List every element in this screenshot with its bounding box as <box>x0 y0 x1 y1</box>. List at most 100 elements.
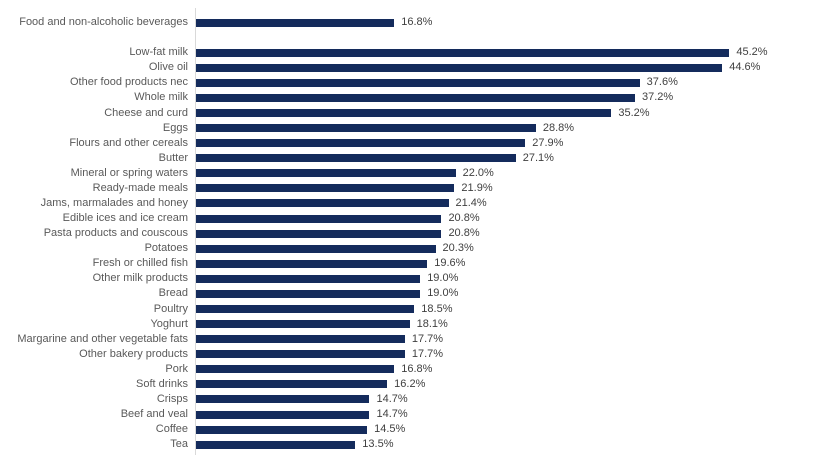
row-plot-area: 14.7% <box>196 392 834 407</box>
row-plot-area: 45.2% <box>196 45 834 60</box>
chart-row: Yoghurt 18.1% <box>0 317 834 332</box>
category-label: Pork <box>165 362 188 375</box>
category-label: Fresh or chilled fish <box>92 257 188 270</box>
row-plot-area: 16.8% <box>196 362 834 377</box>
value-label: 14.7% <box>376 392 408 405</box>
row-plot-area: 19.0% <box>196 271 834 286</box>
chart-row: Edible ices and ice cream 20.8% <box>0 211 834 226</box>
value-label: 22.0% <box>462 166 494 179</box>
row-plot-area: 13.5% <box>196 437 834 452</box>
bar <box>196 214 442 223</box>
chart-row: Ready-made meals 21.9% <box>0 181 834 196</box>
value-label: 28.8% <box>542 121 575 134</box>
category-label: Mineral or spring waters <box>70 166 188 179</box>
row-plot-area: 14.5% <box>196 422 834 437</box>
value-label: 21.9% <box>461 181 493 194</box>
bar <box>196 48 730 57</box>
chart-row: Low-fat milk 45.2% <box>0 45 834 60</box>
value-label: 14.7% <box>376 408 408 421</box>
chart-row: Olive oil 44.6% <box>0 60 834 75</box>
bar <box>196 380 388 389</box>
chart-row: Tea 13.5% <box>0 437 834 452</box>
category-axis-line <box>195 8 196 455</box>
value-label: 16.8% <box>401 362 433 375</box>
chart-row: Flours and other cereals 27.9% <box>0 136 834 151</box>
row-plot-area: 21.9% <box>196 181 834 196</box>
bar <box>196 139 526 148</box>
value-label: 20.8% <box>448 212 480 225</box>
row-plot-area: 37.6% <box>196 75 834 90</box>
category-label: Butter <box>158 151 188 164</box>
chart-row: Margarine and other vegetable fats 17.7% <box>0 332 834 347</box>
chart-row: Other bakery products 17.7% <box>0 347 834 362</box>
bar <box>196 229 442 238</box>
value-label: 20.3% <box>442 242 474 255</box>
category-label: Soft drinks <box>136 377 188 390</box>
bar <box>196 109 612 117</box>
row-plot-area: 16.8% <box>196 15 834 30</box>
row-plot-area: 18.5% <box>196 301 834 316</box>
chart-row: Food and non-alcoholic beverages 16.8% <box>0 15 834 30</box>
chart-row: Other food products nec 37.6% <box>0 75 834 90</box>
bar <box>196 199 449 208</box>
row-plot-area: 44.6% <box>196 60 834 75</box>
value-label: 14.5% <box>374 423 406 436</box>
category-label: Food and non-alcoholic beverages <box>19 16 188 29</box>
row-plot-area: 27.9% <box>196 136 834 151</box>
category-label: Beef and veal <box>120 408 188 421</box>
value-label: 18.1% <box>416 317 448 330</box>
chart-row: Whole milk 37.2% <box>0 90 834 105</box>
bar <box>196 184 455 193</box>
chart-row: Pasta products and couscous 20.8% <box>0 226 834 241</box>
value-label: 27.9% <box>532 136 564 149</box>
bar <box>196 124 536 133</box>
chart-row: Jams, marmalades and honey 21.4% <box>0 196 834 211</box>
category-label: Eggs <box>162 121 188 134</box>
bar <box>196 440 356 449</box>
category-label: Flours and other cereals <box>69 136 188 149</box>
spacer-row <box>0 30 834 45</box>
category-label: Margarine and other vegetable fats <box>17 332 188 345</box>
category-label: Pasta products and couscous <box>43 227 188 240</box>
category-label: Potatoes <box>144 242 188 255</box>
row-plot-area: 16.2% <box>196 377 834 392</box>
bar <box>196 365 395 374</box>
value-label: 16.8% <box>401 16 433 29</box>
bar <box>196 350 405 359</box>
value-label: 16.2% <box>394 377 426 390</box>
value-label: 13.5% <box>362 438 394 451</box>
category-label: Yoghurt <box>150 317 188 330</box>
chart-row: Crisps 14.7% <box>0 392 834 407</box>
row-plot-area: 18.1% <box>196 317 834 332</box>
chart-row: Pork 16.8% <box>0 362 834 377</box>
bar <box>196 259 428 268</box>
bar <box>196 274 421 283</box>
value-label: 17.7% <box>411 347 444 360</box>
category-label: Whole milk <box>134 91 188 104</box>
row-plot-area: 21.4% <box>196 196 834 211</box>
value-label: 21.4% <box>455 196 487 209</box>
bar <box>196 289 421 298</box>
category-label: Other bakery products <box>79 347 188 360</box>
bar <box>196 335 405 344</box>
bar <box>196 410 370 419</box>
category-label: Poultry <box>153 302 188 315</box>
chart-row: Beef and veal 14.7% <box>0 407 834 422</box>
row-plot-area: 17.7% <box>196 332 834 347</box>
chart-row: Soft drinks 16.2% <box>0 377 834 392</box>
bar <box>196 425 368 434</box>
value-label: 19.0% <box>427 272 459 285</box>
value-label: 45.2% <box>736 46 768 59</box>
chart-row: Eggs 28.8% <box>0 121 834 136</box>
row-plot-area: 22.0% <box>196 166 834 181</box>
chart-row: Bread 19.0% <box>0 286 834 301</box>
row-plot-area: 20.3% <box>196 241 834 256</box>
category-label: Edible ices and ice cream <box>62 212 188 225</box>
row-plot-area: 28.8% <box>196 121 834 136</box>
value-label: 19.0% <box>427 287 459 300</box>
category-label: Cheese and curd <box>104 106 188 119</box>
category-label: Crisps <box>156 392 188 405</box>
category-label: Other milk products <box>92 272 188 285</box>
value-label: 19.6% <box>434 257 466 270</box>
